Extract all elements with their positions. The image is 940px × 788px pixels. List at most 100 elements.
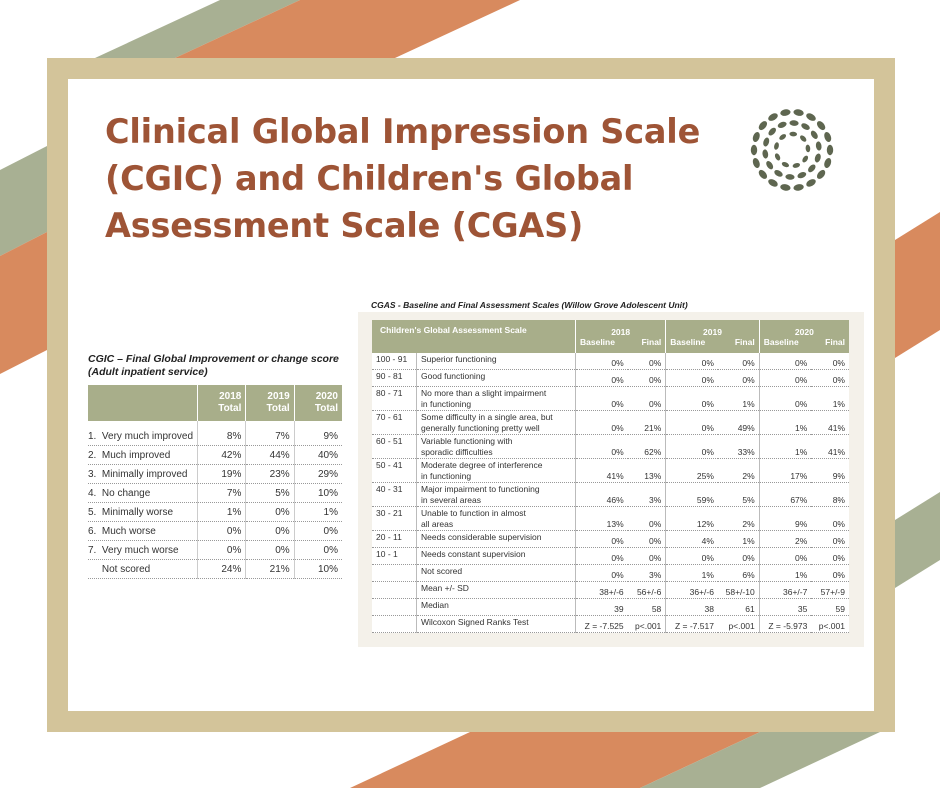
cgas-range: 40 - 31 [372, 482, 417, 507]
cgic-cell: 21% [245, 559, 295, 579]
leaf-shape [768, 127, 776, 136]
cgas-cell: 13% [627, 458, 666, 483]
cgas-row: 30 - 21 Unable to function in almost all a… [372, 506, 849, 531]
cgic-table: 2018 Total 2019 Total 2020 Total 1. Very mu… [88, 385, 342, 579]
cgas-cell: 0% [758, 386, 812, 411]
cgas-description-line1: Variable functioning with [421, 436, 513, 446]
leaf-shape [808, 164, 816, 173]
cgas-cell: Z = -5.973 [758, 615, 812, 633]
leaf-shape [781, 161, 789, 168]
cgas-cell: 0% [758, 369, 812, 387]
cgas-caption: CGAS - Baseline and Final Assessment Sca… [371, 300, 688, 310]
leaf-wreath-icon [750, 109, 834, 191]
cgas-description-line2: all areas [421, 518, 454, 529]
cgas-description: Variable functioning with sporadic diffic… [416, 434, 576, 459]
cgas-description-line1: Good functioning [421, 371, 486, 381]
cgas-range [372, 564, 417, 582]
leaf-shape [806, 113, 816, 121]
leaf-shape [824, 157, 832, 169]
page-title: Clinical Global Impression Scale (CGIC) … [105, 112, 701, 245]
leaf-shape [763, 137, 770, 147]
cgas-row: 40 - 31 Major impairment to functioning in… [372, 482, 849, 507]
cgas-range: 30 - 21 [372, 506, 417, 531]
cgas-description-line1: Needs considerable supervision [421, 532, 542, 542]
cgas-description: Superior functioning [416, 353, 576, 370]
cgas-header-title: Children's Global Assessment Scale [372, 320, 576, 353]
cgic-row: 1. Very much improved 8% 7% 9% [88, 421, 342, 446]
cgas-cell: 0% [627, 506, 666, 531]
cgas-cell: 0% [574, 386, 628, 411]
cgas-cell: 0% [717, 353, 760, 370]
cgas-cell: 21% [627, 410, 666, 435]
leaf-shape [824, 131, 832, 143]
cgas-cell: 0% [665, 369, 718, 387]
cgas-description: Needs constant supervision [416, 547, 576, 565]
leaf-shape [793, 109, 804, 116]
cgas-cell: 46% [574, 482, 628, 507]
leaf-shape [758, 121, 768, 131]
cgas-cell: 0% [811, 564, 849, 582]
cgic-header-year: 2020 [315, 391, 338, 402]
cgas-range: 50 - 41 [372, 458, 417, 483]
cgas-cell: 0% [627, 369, 666, 387]
cgic-row: 4. No change 7% 5% 10% [88, 483, 342, 503]
cgas-cell: 12% [665, 506, 718, 531]
cgas-cell: 9% [811, 458, 849, 483]
cgas-range: 10 - 1 [372, 547, 417, 565]
leaf-shape [780, 184, 791, 191]
cgic-cell: 19% [197, 464, 246, 484]
cgic-header-blank [88, 385, 198, 421]
cgas-cell: 0% [717, 369, 760, 387]
cgas-cell: 58+/-10 [717, 581, 760, 599]
cgic-row-label: 1. Very much improved [88, 421, 198, 446]
cgas-description-line2: sporadic difficulties [421, 446, 493, 457]
leaf-shape [793, 184, 804, 191]
cgic-cell: 10% [293, 483, 342, 503]
cgas-description: Needs considerable supervision [416, 530, 576, 548]
cgas-range: 80 - 71 [372, 386, 417, 411]
cgas-cell: 1% [811, 386, 849, 411]
leaf-shape [774, 142, 779, 150]
cgas-cell: 62% [627, 434, 666, 459]
cgic-cell: 23% [245, 464, 295, 484]
cgas-cell: 3% [627, 564, 666, 582]
cgic-cell: 0% [245, 521, 295, 541]
leaf-shape [752, 131, 760, 143]
cgas-cell: 58 [627, 598, 666, 616]
cgas-cell: 36+/-6 [665, 581, 718, 599]
cgas-cell: 2% [758, 530, 812, 548]
leaf-shape [766, 161, 774, 170]
cgas-cell: 41% [574, 458, 628, 483]
cgic-header-2019: 2019 Total [245, 385, 295, 421]
cgas-description-line1: Not scored [421, 566, 463, 576]
cgic-cell: 0% [293, 540, 342, 560]
leaf-shape [814, 153, 821, 163]
cgas-description-line2: in functioning [421, 398, 472, 409]
cgic-cell: 1% [293, 502, 342, 522]
cgic-header-label: Total [266, 403, 290, 414]
cgas-cell: 0% [665, 434, 718, 459]
cgas-cell: 0% [627, 547, 666, 565]
cgic-row-label: 7. Very much worse [88, 540, 198, 560]
cgas-cell: 59% [665, 482, 718, 507]
leaf-shape [801, 123, 810, 130]
cgas-cell: 1% [717, 530, 760, 548]
cgic-header-year: 2018 [219, 391, 242, 402]
cgas-sub-baseline: Baseline [580, 336, 615, 347]
cgas-cell: 5% [717, 482, 760, 507]
cgas-cell: 1% [717, 386, 760, 411]
cgas-range: 90 - 81 [372, 369, 417, 387]
cgas-description: Good functioning [416, 369, 576, 387]
cgas-sub-baseline: Baseline [763, 336, 799, 347]
cgas-cell: 25% [665, 458, 718, 483]
cgas-cell: 0% [717, 547, 760, 565]
cgas-cell: 56+/-6 [627, 581, 666, 599]
cgas-row: 90 - 81 Good functioning 0% 0% 0% 0% 0% 0% [372, 369, 849, 387]
cgas-cell: 0% [665, 410, 718, 435]
cgic-row: 7. Very much worse 0% 0% 0% [88, 540, 342, 560]
cgic-cell: 29% [293, 464, 342, 484]
cgas-cell: 9% [758, 506, 812, 531]
cgic-cell: 0% [197, 540, 246, 560]
cgas-cell: 0% [574, 369, 628, 387]
cgas-description-line1: Superior functioning [421, 354, 497, 364]
